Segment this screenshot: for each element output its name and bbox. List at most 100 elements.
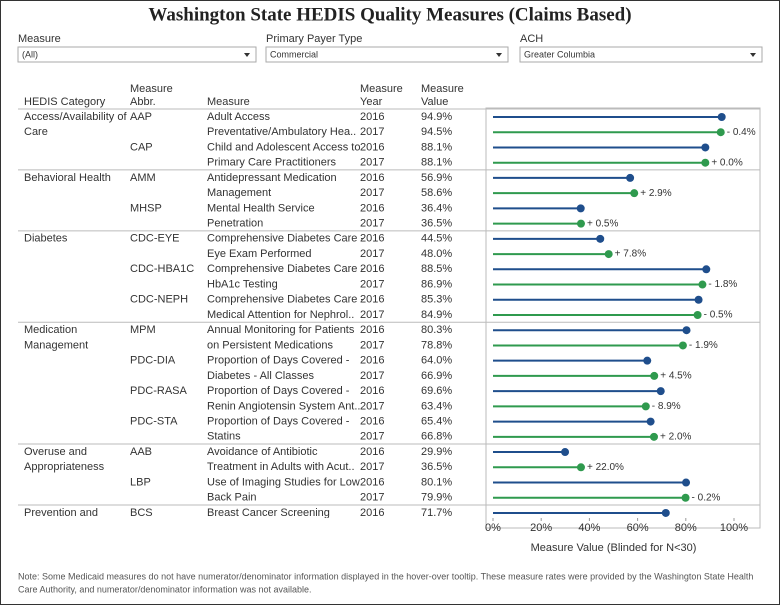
year: 2016 xyxy=(360,111,384,123)
dropdown[interactable] xyxy=(17,46,257,63)
value: 36.5% xyxy=(421,218,452,230)
lollipop-dot[interactable] xyxy=(646,417,655,426)
category: Care xyxy=(24,126,48,138)
measure: Proportion of Days Covered - xyxy=(207,416,350,428)
lollipop-dot[interactable] xyxy=(701,158,710,167)
lollipop-dot[interactable] xyxy=(576,204,585,213)
x-tick-label: 20% xyxy=(530,522,552,534)
year: 2016 xyxy=(360,507,384,519)
dropdown-value: Commercial xyxy=(270,49,318,59)
note: Care Authority, and numerator/denominato… xyxy=(18,584,312,594)
lollipop-dot[interactable] xyxy=(716,128,725,137)
value: 64.0% xyxy=(421,355,452,367)
value: 84.9% xyxy=(421,309,452,321)
value: 88.5% xyxy=(421,263,452,275)
lollipop-dot[interactable] xyxy=(650,371,659,380)
year: 2017 xyxy=(360,157,384,169)
lollipop-dot[interactable] xyxy=(701,143,710,152)
value: 80.1% xyxy=(421,476,452,488)
lollipop-dot[interactable] xyxy=(702,265,711,274)
measure: Use of Imaging Studies for Low xyxy=(207,476,360,488)
lollipop-dot[interactable] xyxy=(576,463,585,472)
lollipop-dot[interactable] xyxy=(656,387,665,396)
abbr: AAB xyxy=(130,446,152,458)
lollipop-dot[interactable] xyxy=(661,508,670,517)
dropdown[interactable] xyxy=(519,46,763,63)
x-tick-label: 60% xyxy=(627,522,649,534)
change-label: - 0.4% xyxy=(727,127,756,138)
column-header: Abbr. xyxy=(130,96,156,108)
category: Prevention and xyxy=(24,507,98,519)
value: 66.8% xyxy=(421,431,452,443)
year: 2016 xyxy=(360,263,384,275)
change-label: - 0.5% xyxy=(704,310,733,321)
filter-label: ACH xyxy=(520,33,543,45)
measure: Antidepressant Medication xyxy=(207,172,337,184)
abbr: CAP xyxy=(130,141,153,153)
lollipop-dot[interactable] xyxy=(596,234,605,243)
value: 85.3% xyxy=(421,294,452,306)
measure: Avoidance of Antibiotic xyxy=(207,446,318,458)
measure: Mental Health Service xyxy=(207,202,315,214)
measure: Adult Access xyxy=(207,111,270,123)
year: 2017 xyxy=(360,370,384,382)
x-axis-title: Measure Value (Blinded for N<30) xyxy=(531,542,697,554)
column-header: HEDIS Category xyxy=(24,96,106,108)
value: 29.9% xyxy=(421,446,452,458)
value: 69.6% xyxy=(421,385,452,397)
category: Management xyxy=(24,339,88,351)
lollipop-dot[interactable] xyxy=(693,310,702,319)
change-label: + 0.5% xyxy=(587,218,619,229)
abbr: PDC-STA xyxy=(130,416,178,428)
change-label: + 7.8% xyxy=(615,249,647,260)
lollipop-dot[interactable] xyxy=(649,432,658,441)
measure: Proportion of Days Covered - xyxy=(207,355,350,367)
lollipop-dot[interactable] xyxy=(604,250,613,259)
year: 2016 xyxy=(360,355,384,367)
year: 2017 xyxy=(360,218,384,230)
change-label: - 1.9% xyxy=(689,340,718,351)
lollipop-dot[interactable] xyxy=(682,478,691,487)
category: Overuse and xyxy=(24,446,87,458)
abbr: LBP xyxy=(130,476,151,488)
lollipop-dot[interactable] xyxy=(641,402,650,411)
value: 58.6% xyxy=(421,187,452,199)
dropdown-arrow xyxy=(496,53,502,57)
measure: Comprehensive Diabetes Care - xyxy=(207,233,364,245)
note: Note: Some Medicaid measures do not have… xyxy=(18,571,753,581)
year: 2017 xyxy=(360,187,384,199)
year: 2017 xyxy=(360,278,384,290)
lollipop-dot[interactable] xyxy=(681,493,690,502)
title: Washington State HEDIS Quality Measures … xyxy=(148,4,631,25)
value: 36.5% xyxy=(421,461,452,473)
lollipop-dot[interactable] xyxy=(561,448,570,457)
abbr: PDC-DIA xyxy=(130,355,176,367)
lollipop-dot[interactable] xyxy=(717,113,726,121)
value: 66.9% xyxy=(421,370,452,382)
filter-label: Measure xyxy=(18,33,61,45)
change-label: - 0.2% xyxy=(692,492,721,503)
change-label: - 8.9% xyxy=(652,401,681,412)
year: 2016 xyxy=(360,141,384,153)
lollipop-dot[interactable] xyxy=(698,280,707,289)
table-body: Access/Availability of AAP Adult Access 201… xyxy=(18,108,760,519)
measure: Comprehensive Diabetes Care - xyxy=(207,294,364,306)
column-header: Measure xyxy=(421,83,464,95)
x-tick-label: 100% xyxy=(720,522,748,534)
filter-label: Primary Payer Type xyxy=(266,33,362,45)
year: 2016 xyxy=(360,416,384,428)
measure: Comprehensive Diabetes Care - xyxy=(207,263,364,275)
dropdown[interactable] xyxy=(265,46,509,63)
measure: Proportion of Days Covered - xyxy=(207,385,350,397)
lollipop-dot[interactable] xyxy=(643,356,652,365)
lollipop-dot[interactable] xyxy=(630,189,639,198)
measure: Medical Attention for Nephrol.. xyxy=(207,309,354,321)
lollipop-dot[interactable] xyxy=(694,295,703,304)
lollipop-dot[interactable] xyxy=(678,341,687,350)
measure: Management xyxy=(207,187,271,199)
lollipop-dot[interactable] xyxy=(682,326,691,335)
year: 2017 xyxy=(360,309,384,321)
lollipop-dot[interactable] xyxy=(626,173,635,182)
lollipop-dot[interactable] xyxy=(576,219,585,228)
